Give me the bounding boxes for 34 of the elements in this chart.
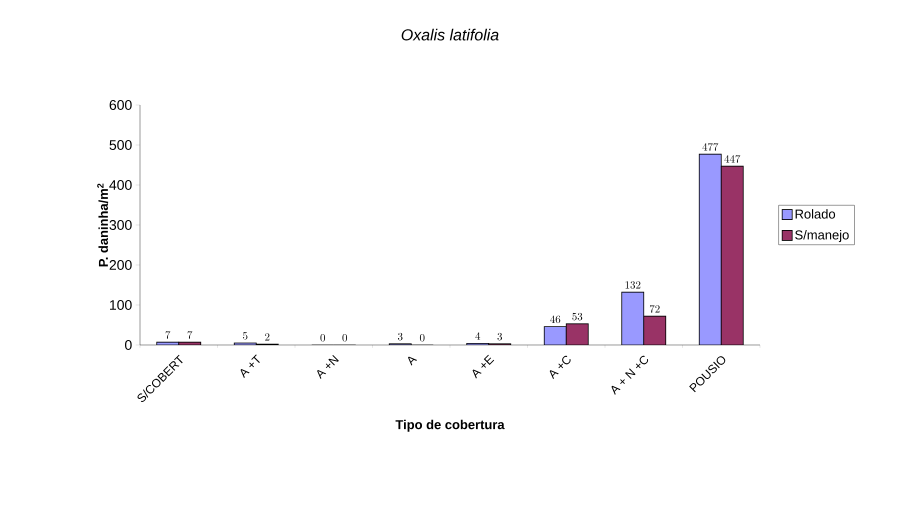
data-label: 7 <box>166 331 170 339</box>
x-axis-title: Tipo de cobertura <box>396 420 505 432</box>
x-tick-label: A +T <box>240 354 260 378</box>
data-label: 447 <box>724 155 740 163</box>
data-label: 4 <box>475 332 480 340</box>
data-label: 7 <box>188 331 192 339</box>
x-tick-label: A + N +C <box>611 356 648 395</box>
y-tick-label: 500 <box>110 140 132 150</box>
data-label: 0 <box>342 334 348 342</box>
data-label: 72 <box>650 305 660 313</box>
y-axis-title: P. daninha/m$^{2}$ <box>97 184 108 266</box>
x-tick-label: A +C <box>550 356 571 380</box>
data-label: 0 <box>420 334 425 342</box>
x-tick-label: A <box>408 356 418 366</box>
y-tick-label: 300 <box>109 220 132 230</box>
data-label: 3 <box>497 332 502 340</box>
y-tick-label: 100 <box>110 300 132 310</box>
data-label: 0 <box>320 334 326 342</box>
data-label: 2 <box>265 333 270 340</box>
y-tick-label: 600 <box>110 100 132 110</box>
x-tick-label: A +E <box>472 354 494 379</box>
data-label: 3 <box>398 332 403 340</box>
data-label: 477 <box>702 143 718 151</box>
legend-label: Rolado <box>796 209 836 219</box>
data-label: 53 <box>572 312 582 320</box>
y-tick-label: 200 <box>110 260 132 270</box>
y-tick-label: 0 <box>125 340 132 350</box>
data-label: 132 <box>626 281 640 289</box>
y-tick-label: 400 <box>109 180 132 190</box>
chart-title: Oxalis latifolia <box>402 28 499 41</box>
x-tick-label: A +N <box>317 354 339 380</box>
data-label: 5 <box>243 332 248 340</box>
legend-label: S/manejo <box>795 230 849 242</box>
data-label: 46 <box>550 315 560 324</box>
